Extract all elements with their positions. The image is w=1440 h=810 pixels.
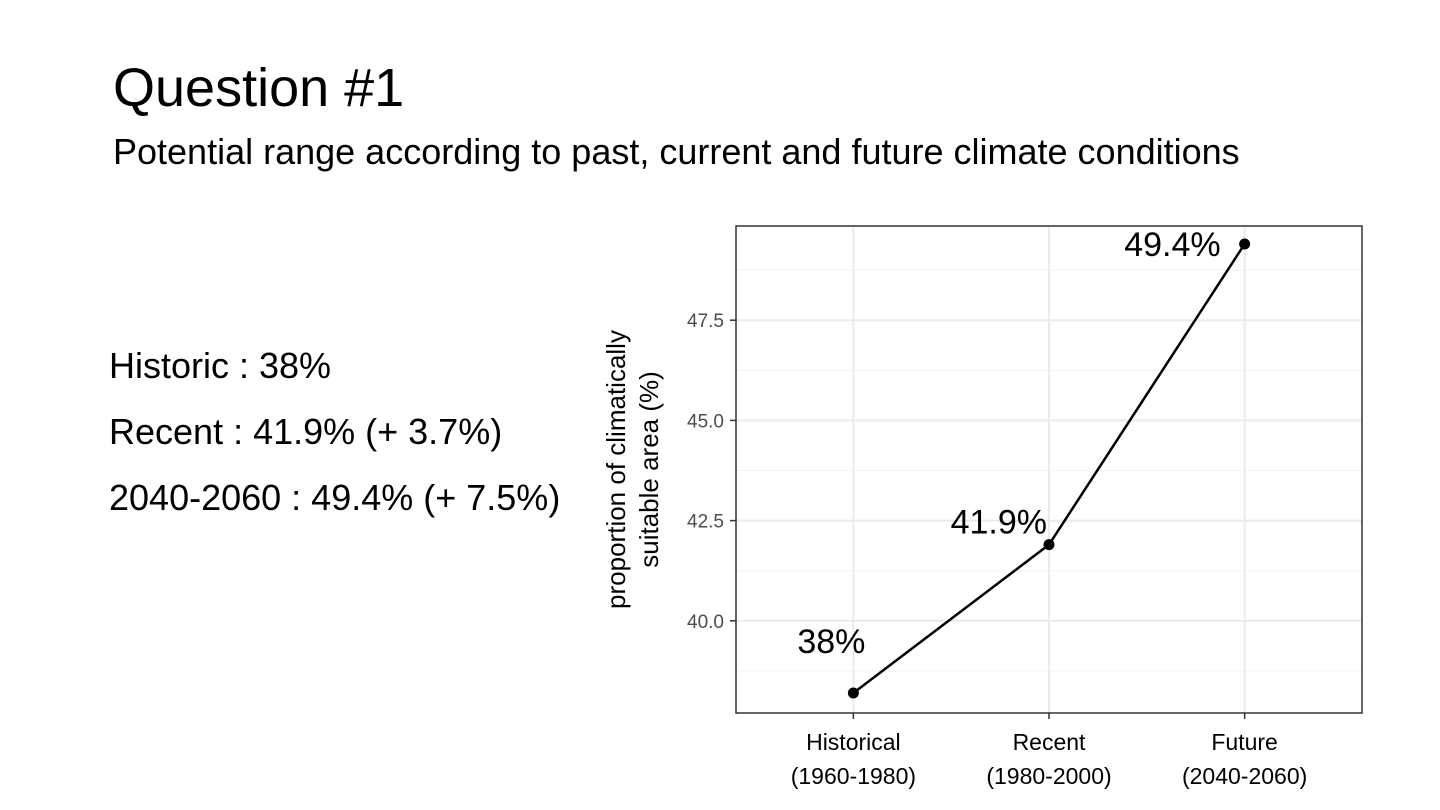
data-point <box>1239 238 1251 250</box>
slide-title: Question #1 <box>113 58 405 118</box>
summary-recent: Recent : 41.9% (+ 3.7%) <box>109 411 503 452</box>
x-tick-label: (1980-2000) <box>986 763 1111 789</box>
y-axis-title: proportion of climatically <box>601 330 631 609</box>
x-tick-label: (2040-2060) <box>1182 763 1307 789</box>
y-tick-label: 40.0 <box>687 612 724 633</box>
line-chart: 40.0 42.5 45.0 47.5 Historical (1960-1980) Rec… <box>601 225 1363 789</box>
summary-future: 2040-2060 : 49.4% (+ 7.5%) <box>109 477 561 518</box>
y-axis-title: suitable area (%) <box>634 371 664 568</box>
data-point <box>847 687 859 699</box>
data-label: 41.9% <box>951 504 1047 542</box>
data-point <box>1043 539 1055 551</box>
x-tick-label: Recent <box>1013 729 1086 755</box>
y-tick-label: 45.0 <box>687 411 724 432</box>
y-tick-label: 47.5 <box>687 311 724 332</box>
data-label: 49.4% <box>1124 226 1220 264</box>
data-label: 38% <box>797 623 865 661</box>
x-tick-label: Historical <box>806 729 901 755</box>
x-tick-label: Future <box>1211 729 1277 755</box>
slide-subtitle: Potential range according to past, curre… <box>113 131 1240 172</box>
x-tick-label: (1960-1980) <box>791 763 916 789</box>
summary-historic: Historic : 38% <box>109 345 332 386</box>
y-tick-label: 42.5 <box>687 512 724 533</box>
summary-list: Historic : 38% Recent : 41.9% (+ 3.7%) 2… <box>109 344 560 542</box>
